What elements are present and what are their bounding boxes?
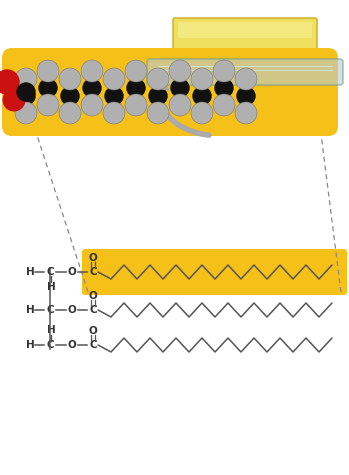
Circle shape [61,87,79,105]
Circle shape [147,102,169,124]
Circle shape [0,70,19,94]
Circle shape [37,60,59,82]
Circle shape [193,87,211,105]
Text: H: H [47,282,55,292]
Text: O: O [89,253,97,263]
Circle shape [169,60,191,82]
Circle shape [213,60,235,82]
Circle shape [213,94,235,116]
Text: H: H [25,305,34,315]
FancyBboxPatch shape [147,59,343,85]
Circle shape [215,79,233,97]
Text: O: O [89,326,97,336]
Circle shape [103,102,125,124]
Circle shape [125,94,147,116]
Text: C: C [46,305,54,315]
Circle shape [191,68,213,90]
Circle shape [171,79,189,97]
Circle shape [169,94,191,116]
Circle shape [59,102,81,124]
Circle shape [17,87,35,105]
FancyBboxPatch shape [178,22,312,38]
Circle shape [15,102,37,124]
Circle shape [59,68,81,90]
Polygon shape [153,77,169,90]
Text: C: C [46,340,54,350]
Circle shape [191,102,213,124]
FancyBboxPatch shape [82,249,347,295]
Text: C: C [89,305,97,315]
Circle shape [125,60,147,82]
Text: C: C [89,267,97,277]
Circle shape [39,79,57,97]
Text: C: C [46,267,54,277]
Circle shape [105,87,123,105]
Circle shape [235,68,257,90]
FancyBboxPatch shape [173,18,317,66]
Text: O: O [89,291,97,301]
Circle shape [83,79,101,97]
Circle shape [235,102,257,124]
Circle shape [81,60,103,82]
Circle shape [127,79,145,97]
Circle shape [37,94,59,116]
Text: H: H [47,325,55,335]
Text: O: O [68,267,76,277]
Circle shape [81,94,103,116]
Text: C: C [89,340,97,350]
Circle shape [149,87,167,105]
Circle shape [3,89,25,111]
Circle shape [15,68,37,90]
Text: O: O [68,305,76,315]
Text: H: H [25,267,34,277]
Text: H: H [25,340,34,350]
Circle shape [17,83,35,101]
FancyBboxPatch shape [2,48,338,136]
Circle shape [103,68,125,90]
Circle shape [237,87,255,105]
Circle shape [147,68,169,90]
Text: O: O [68,340,76,350]
